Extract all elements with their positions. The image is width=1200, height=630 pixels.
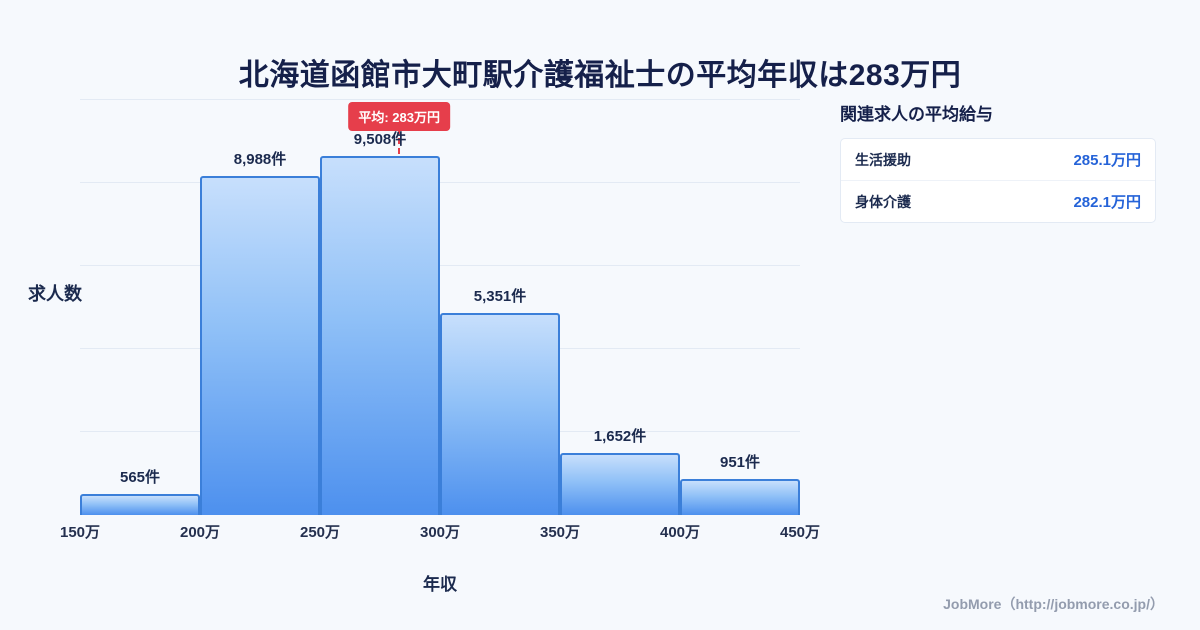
x-tick-label: 350万 — [539, 524, 581, 541]
average-badge: 平均: 283万円 — [348, 102, 451, 131]
bar-label: 951件 — [719, 454, 761, 472]
gridline — [80, 265, 800, 266]
x-tick-label: 250万 — [299, 524, 341, 541]
salary-table: 生活援助 285.1万円 身体介護 282.1万円 — [840, 138, 1156, 223]
x-tick-label: 400万 — [659, 524, 701, 541]
bar-label: 565件 — [119, 468, 161, 486]
x-axis-label: 年収 — [423, 575, 457, 594]
x-tick-label: 450万 — [779, 524, 821, 541]
row-label: 身体介護 — [855, 193, 911, 210]
histogram-bar — [560, 452, 680, 515]
x-axis: 150万 200万 250万 300万 350万 400万 450万 — [60, 521, 820, 545]
row-value: 285.1万円 — [1073, 152, 1141, 169]
table-row: 生活援助 285.1万円 — [841, 139, 1155, 180]
x-tick-label: 300万 — [419, 524, 461, 541]
bar-label: 1,652件 — [593, 427, 647, 445]
histogram-bar — [80, 493, 200, 515]
histogram-bar — [200, 175, 320, 515]
table-row: 身体介護 282.1万円 — [841, 180, 1155, 222]
side-panel-heading: 関連求人の平均給与 — [840, 105, 993, 124]
y-axis-label: 求人数 — [28, 284, 82, 304]
page-title: 北海道函館市大町駅介護福祉士の平均年収は283万円 — [238, 59, 962, 93]
bar-label: 5,351件 — [473, 288, 527, 306]
plot-area: 平均: 283万円 565件 8,988件 9,508件 5,351件 1,652件 95… — [80, 99, 800, 515]
x-tick-label: 200万 — [179, 524, 221, 541]
gridline — [80, 182, 800, 183]
histogram-bar — [440, 313, 560, 515]
histogram-bar — [320, 156, 440, 515]
gridline — [80, 99, 800, 100]
bar-label: 8,988件 — [233, 150, 287, 168]
row-label: 生活援助 — [855, 151, 911, 168]
histogram-bar — [680, 479, 800, 515]
row-value: 282.1万円 — [1073, 194, 1141, 211]
footer-credit: JobMore（http://jobmore.co.jp/） — [943, 596, 1164, 612]
x-tick-label: 150万 — [59, 524, 101, 541]
bar-label: 9,508件 — [353, 131, 407, 149]
